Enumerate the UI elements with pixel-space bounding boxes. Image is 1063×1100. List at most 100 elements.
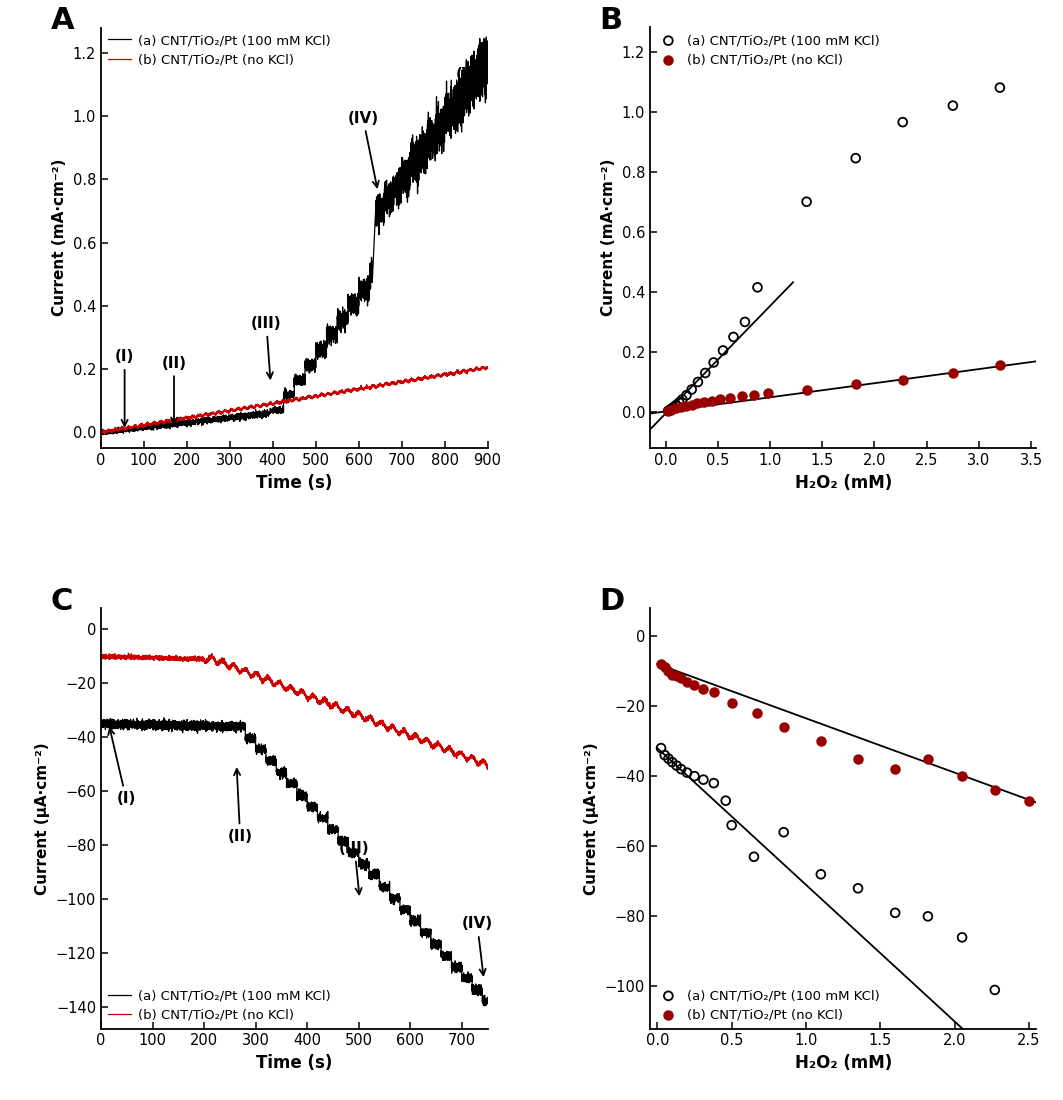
(b) CNT/TiO₂/Pt (no KCl) <box>656 659 673 676</box>
(a) CNT/TiO₂/Pt (100 mM KCl) <box>986 981 1003 999</box>
(b) CNT/TiO₂/Pt (no KCl) <box>663 666 680 683</box>
(b) CNT/TiO₂/Pt (no KCl) <box>1020 792 1037 810</box>
(a) CNT/TiO₂/Pt (100 mM KCl) <box>663 754 680 771</box>
(b) CNT/TiO₂/Pt (no KCl) <box>887 760 904 778</box>
(a) CNT/TiO₂/Pt (100 mM KCl) <box>847 150 864 167</box>
(b) CNT/TiO₂/Pt (no KCl) <box>480 762 493 776</box>
(a) CNT/TiO₂/Pt (100 mM KCl) <box>798 192 815 210</box>
X-axis label: H₂O₂ (mM): H₂O₂ (mM) <box>794 1054 892 1071</box>
Text: (IV): (IV) <box>348 110 378 187</box>
(b) CNT/TiO₂/Pt (no KCl) <box>412 373 425 386</box>
(a) CNT/TiO₂/Pt (100 mM KCl) <box>664 398 681 416</box>
(a) CNT/TiO₂/Pt (100 mM KCl) <box>705 354 722 372</box>
Text: (I): (I) <box>115 350 134 426</box>
(b) CNT/TiO₂/Pt (no KCl) <box>723 694 740 712</box>
(a) CNT/TiO₂/Pt (100 mM KCl) <box>706 774 723 792</box>
(a) CNT/TiO₂/Pt (100 mM KCl) <box>662 400 679 418</box>
(b) CNT/TiO₂/Pt (no KCl) <box>986 781 1003 799</box>
(a) CNT/TiO₂/Pt (100 mM KCl) <box>660 750 677 768</box>
(b) CNT/TiO₂/Pt (no KCl) <box>668 399 685 417</box>
(b) CNT/TiO₂/Pt (no KCl) <box>733 387 750 405</box>
(a) CNT/TiO₂/Pt (100 mM KCl) <box>660 402 677 419</box>
(a) CNT/TiO₂/Pt (100 mM KCl) <box>678 763 695 781</box>
(b) CNT/TiO₂/Pt (no KCl) <box>711 390 728 408</box>
(b) CNT/TiO₂/Pt (no KCl) <box>919 750 937 768</box>
(a) CNT/TiO₂/Pt (100 mM KCl) <box>95 719 107 733</box>
(b) CNT/TiO₂/Pt (no KCl) <box>746 386 763 404</box>
(b) CNT/TiO₂/Pt (no KCl) <box>894 372 911 389</box>
(b) CNT/TiO₂/Pt (no KCl) <box>798 381 815 398</box>
(a) CNT/TiO₂/Pt (100 mM KCl) <box>96 428 108 441</box>
(b) CNT/TiO₂/Pt (no KCl) <box>383 720 395 734</box>
Text: (III): (III) <box>251 316 282 378</box>
(b) CNT/TiO₂/Pt (no KCl) <box>695 680 712 697</box>
(a) CNT/TiO₂/Pt (100 mM KCl) <box>686 768 703 785</box>
Line: (b) CNT/TiO₂/Pt (no KCl): (b) CNT/TiO₂/Pt (no KCl) <box>101 366 488 433</box>
Text: (II): (II) <box>162 355 186 424</box>
(a) CNT/TiO₂/Pt (100 mM KCl) <box>656 746 673 763</box>
Legend: (a) CNT/TiO₂/Pt (100 mM KCl), (b) CNT/TiO₂/Pt (no KCl): (a) CNT/TiO₂/Pt (100 mM KCl), (b) CNT/Ti… <box>107 34 331 67</box>
(b) CNT/TiO₂/Pt (no KCl) <box>660 662 677 680</box>
(a) CNT/TiO₂/Pt (100 mM KCl) <box>98 717 111 730</box>
(b) CNT/TiO₂/Pt (no KCl) <box>684 396 701 414</box>
(a) CNT/TiO₂/Pt (100 mM KCl) <box>887 904 904 922</box>
(a) CNT/TiO₂/Pt (100 mM KCl) <box>97 427 109 440</box>
Text: (IV): (IV) <box>461 916 493 976</box>
(a) CNT/TiO₂/Pt (100 mM KCl) <box>249 410 261 424</box>
(b) CNT/TiO₂/Pt (no KCl) <box>347 711 359 724</box>
(a) CNT/TiO₂/Pt (100 mM KCl) <box>696 364 713 382</box>
(b) CNT/TiO₂/Pt (no KCl) <box>849 750 866 768</box>
(a) CNT/TiO₂/Pt (100 mM KCl) <box>96 718 108 732</box>
(a) CNT/TiO₂/Pt (100 mM KCl) <box>718 792 735 810</box>
(a) CNT/TiO₂/Pt (100 mM KCl) <box>749 278 766 296</box>
(a) CNT/TiO₂/Pt (100 mM KCl) <box>653 739 670 757</box>
Y-axis label: Current (mA·cm⁻²): Current (mA·cm⁻²) <box>52 160 67 317</box>
(a) CNT/TiO₂/Pt (100 mM KCl) <box>690 373 707 390</box>
(a) CNT/TiO₂/Pt (100 mM KCl) <box>894 113 911 131</box>
Text: B: B <box>600 7 623 35</box>
(a) CNT/TiO₂/Pt (100 mM KCl) <box>812 866 829 883</box>
(b) CNT/TiO₂/Pt (no KCl) <box>326 386 339 399</box>
(b) CNT/TiO₂/Pt (no KCl) <box>954 768 971 785</box>
(a) CNT/TiO₂/Pt (100 mM KCl) <box>95 426 107 439</box>
(b) CNT/TiO₂/Pt (no KCl) <box>673 669 690 686</box>
(a) CNT/TiO₂/Pt (100 mM KCl) <box>695 771 712 789</box>
(a) CNT/TiO₂/Pt (100 mM KCl) <box>714 342 731 360</box>
Line: (a) CNT/TiO₂/Pt (100 mM KCl): (a) CNT/TiO₂/Pt (100 mM KCl) <box>101 37 488 434</box>
X-axis label: Time (s): Time (s) <box>256 1054 333 1071</box>
(a) CNT/TiO₂/Pt (100 mM KCl) <box>849 880 866 898</box>
(b) CNT/TiO₂/Pt (no KCl) <box>678 397 695 415</box>
Legend: (a) CNT/TiO₂/Pt (100 mM KCl), (b) CNT/TiO₂/Pt (no KCl): (a) CNT/TiO₂/Pt (100 mM KCl), (b) CNT/Ti… <box>657 34 879 67</box>
(a) CNT/TiO₂/Pt (100 mM KCl) <box>678 386 695 404</box>
(b) CNT/TiO₂/Pt (no KCl) <box>482 361 494 374</box>
(b) CNT/TiO₂/Pt (no KCl) <box>722 389 739 407</box>
(b) CNT/TiO₂/Pt (no KCl) <box>653 656 670 673</box>
(b) CNT/TiO₂/Pt (no KCl) <box>673 398 690 416</box>
(b) CNT/TiO₂/Pt (no KCl) <box>122 647 135 660</box>
Y-axis label: Current (mA·cm⁻²): Current (mA·cm⁻²) <box>601 160 615 317</box>
(b) CNT/TiO₂/Pt (no KCl) <box>326 698 339 712</box>
X-axis label: H₂O₂ (mM): H₂O₂ (mM) <box>794 473 892 492</box>
(a) CNT/TiO₂/Pt (100 mM KCl) <box>775 824 792 842</box>
(b) CNT/TiO₂/Pt (no KCl) <box>660 403 677 420</box>
(a) CNT/TiO₂/Pt (100 mM KCl) <box>684 381 701 398</box>
Y-axis label: Current (μA·cm⁻²): Current (μA·cm⁻²) <box>35 741 50 894</box>
(b) CNT/TiO₂/Pt (no KCl) <box>95 425 107 438</box>
(b) CNT/TiO₂/Pt (no KCl) <box>383 378 395 392</box>
(b) CNT/TiO₂/Pt (no KCl) <box>95 649 107 662</box>
(a) CNT/TiO₂/Pt (100 mM KCl) <box>992 79 1009 97</box>
(b) CNT/TiO₂/Pt (no KCl) <box>748 704 765 722</box>
(a) CNT/TiO₂/Pt (100 mM KCl) <box>919 908 937 925</box>
(a) CNT/TiO₂/Pt (100 mM KCl) <box>671 394 688 411</box>
(b) CNT/TiO₂/Pt (no KCl) <box>706 683 723 701</box>
Legend: (a) CNT/TiO₂/Pt (100 mM KCl), (b) CNT/TiO₂/Pt (no KCl): (a) CNT/TiO₂/Pt (100 mM KCl), (b) CNT/Ti… <box>657 989 879 1022</box>
(a) CNT/TiO₂/Pt (100 mM KCl) <box>480 31 493 44</box>
Text: (V): (V) <box>455 52 483 82</box>
(a) CNT/TiO₂/Pt (100 mM KCl) <box>745 848 762 866</box>
(b) CNT/TiO₂/Pt (no KCl) <box>944 364 961 382</box>
(a) CNT/TiO₂/Pt (100 mM KCl) <box>944 97 961 114</box>
(a) CNT/TiO₂/Pt (100 mM KCl) <box>443 101 456 114</box>
Text: A: A <box>51 7 74 35</box>
(a) CNT/TiO₂/Pt (100 mM KCl) <box>669 757 686 774</box>
Text: (II): (II) <box>227 769 253 844</box>
